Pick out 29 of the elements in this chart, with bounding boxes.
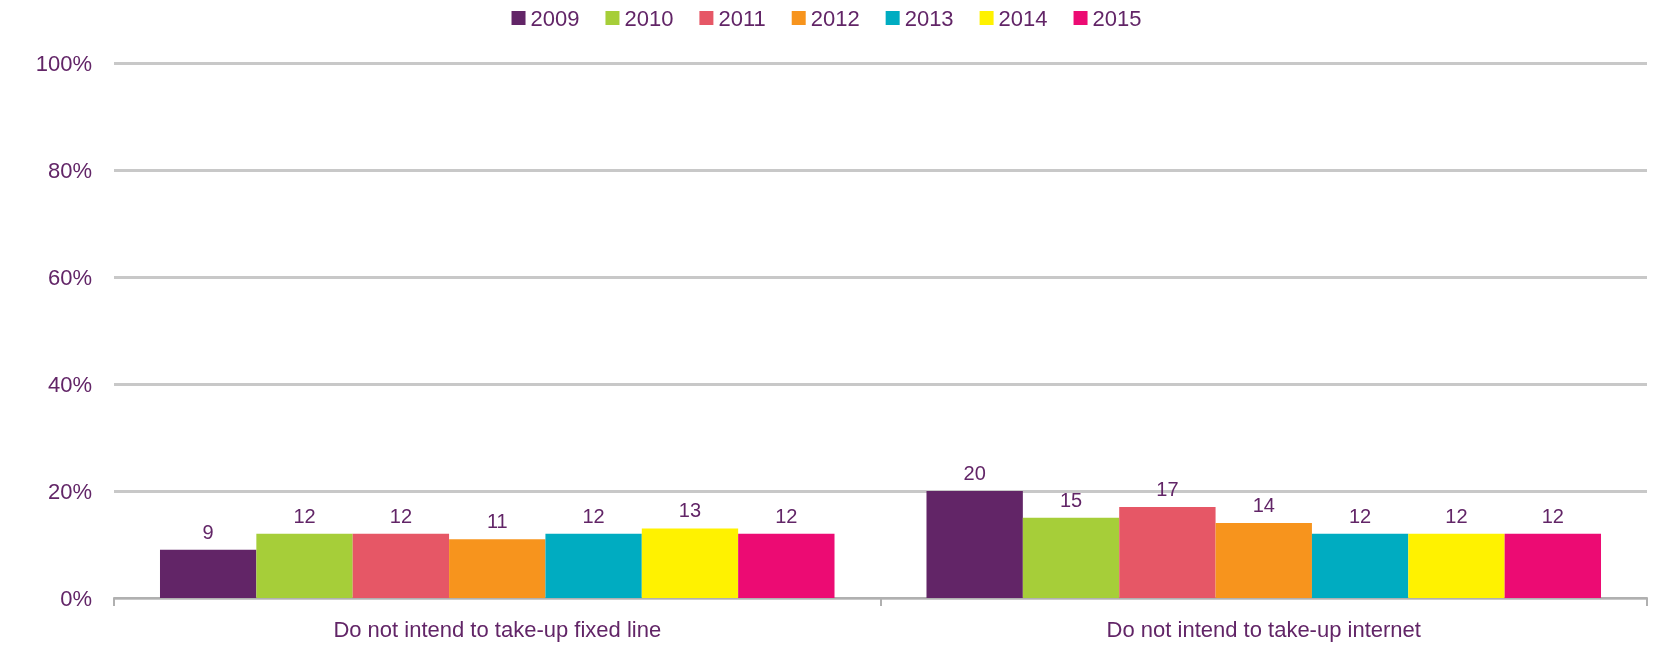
y-tick-label: 40% [47, 371, 92, 397]
legend-label: 2015 [1092, 5, 1142, 31]
x-tick-label: Do not intend to take-up fixed line [333, 616, 662, 642]
data-label: 12 [775, 504, 798, 527]
legend-label: 2009 [530, 5, 580, 31]
data-label: 12 [389, 504, 413, 527]
data-label: 15 [1059, 488, 1083, 511]
x-tick-label: Do not intend to take-up internet [1106, 616, 1421, 642]
data-label: 9 [202, 520, 214, 543]
data-label: 17 [1156, 478, 1179, 501]
legend-label: 2013 [904, 5, 954, 31]
data-label: 12 [1348, 504, 1372, 527]
data-label: 12 [582, 504, 605, 527]
legend-label: 2011 [718, 5, 766, 31]
legend-label: 2012 [810, 5, 860, 31]
legend-label: 2014 [998, 5, 1048, 31]
data-label: 12 [1445, 504, 1468, 527]
data-label: 13 [678, 499, 702, 522]
data-label: 20 [963, 462, 986, 484]
legend-label: 2010 [624, 5, 674, 31]
y-tick-label: 100% [35, 50, 92, 76]
data-label: 12 [1541, 504, 1564, 527]
data-label: 11 [486, 510, 508, 533]
y-tick-label: 0% [60, 585, 92, 611]
data-label: 14 [1252, 494, 1275, 517]
y-tick-label: 60% [47, 264, 92, 290]
y-tick-label: 80% [47, 157, 92, 183]
y-tick-label: 20% [47, 478, 92, 504]
data-label: 12 [293, 504, 316, 527]
